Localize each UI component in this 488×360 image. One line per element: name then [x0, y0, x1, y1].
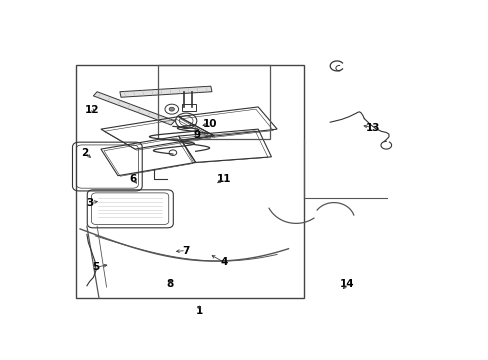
Text: 13: 13: [365, 123, 379, 133]
Text: 9: 9: [194, 130, 201, 140]
Polygon shape: [120, 86, 211, 97]
Text: 2: 2: [81, 148, 88, 158]
Text: 10: 10: [202, 118, 217, 129]
Circle shape: [169, 107, 174, 111]
Bar: [158, 66, 269, 139]
Text: 14: 14: [339, 279, 354, 289]
Text: 5: 5: [92, 262, 100, 272]
Text: 1: 1: [195, 306, 203, 316]
Text: 7: 7: [182, 246, 189, 256]
Text: 3: 3: [86, 198, 93, 208]
Bar: [76, 66, 303, 298]
Text: 8: 8: [166, 279, 174, 289]
Bar: [181, 104, 196, 111]
Text: 11: 11: [216, 174, 231, 184]
Text: 6: 6: [129, 174, 137, 184]
Polygon shape: [93, 92, 175, 125]
Text: 4: 4: [220, 257, 227, 267]
Text: 12: 12: [85, 105, 99, 115]
